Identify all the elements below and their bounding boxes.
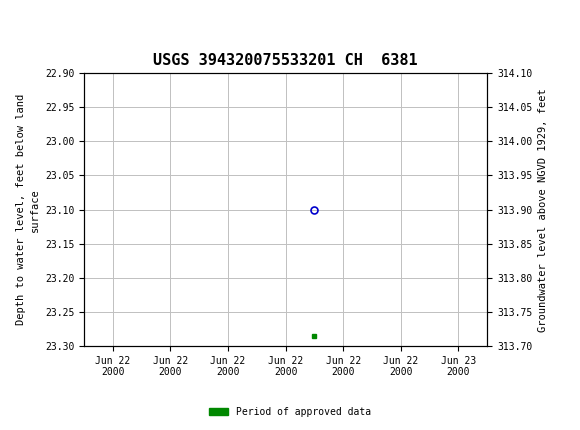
Title: USGS 394320075533201 CH  6381: USGS 394320075533201 CH 6381 bbox=[153, 53, 418, 68]
Text: ≡USGS: ≡USGS bbox=[9, 9, 79, 27]
Y-axis label: Groundwater level above NGVD 1929, feet: Groundwater level above NGVD 1929, feet bbox=[538, 88, 548, 332]
Legend: Period of approved data: Period of approved data bbox=[205, 403, 375, 421]
Y-axis label: Depth to water level, feet below land
surface: Depth to water level, feet below land su… bbox=[16, 94, 39, 325]
